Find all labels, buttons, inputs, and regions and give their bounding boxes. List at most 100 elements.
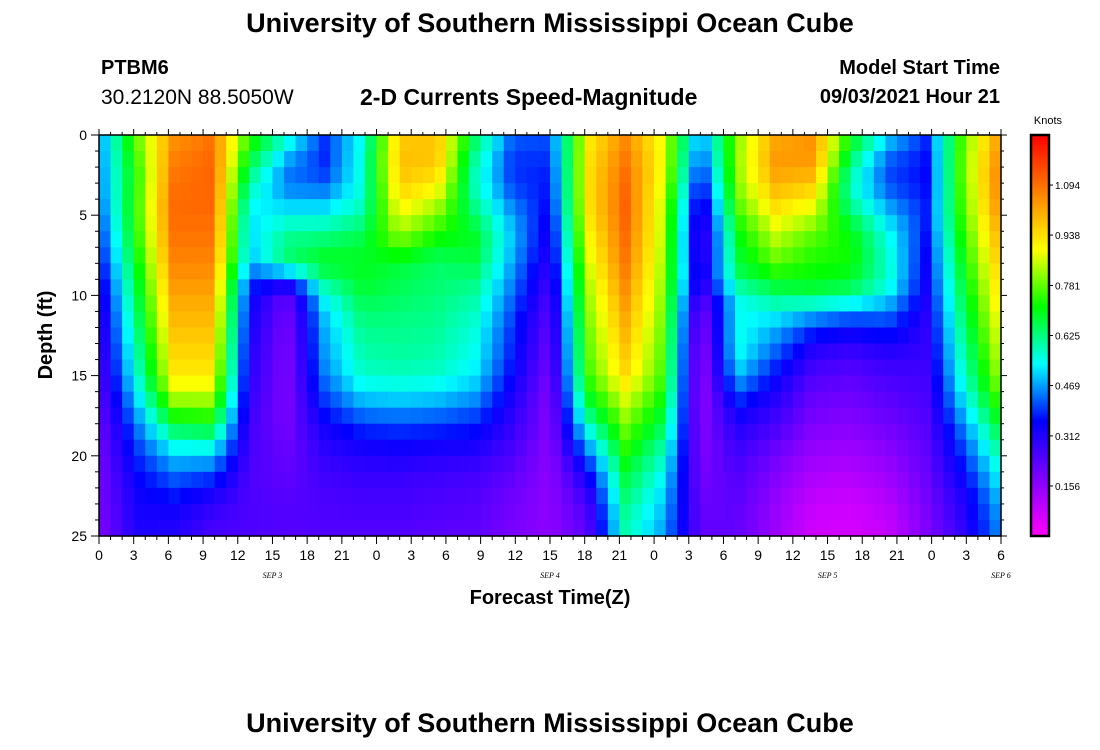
heatmap-cell xyxy=(862,423,875,441)
heatmap-cell xyxy=(677,247,690,264)
x-tick-label: 6 xyxy=(720,547,728,563)
heatmap-cell xyxy=(920,199,933,216)
heatmap-cell xyxy=(781,471,794,489)
heatmap-cell xyxy=(353,167,366,184)
heatmap-cell xyxy=(307,327,320,345)
heatmap-cell xyxy=(596,423,609,441)
heatmap-cell xyxy=(908,247,921,264)
heatmap-cell xyxy=(711,519,725,537)
heatmap-cell xyxy=(896,407,910,425)
page-title: University of Southern Mississippi Ocean… xyxy=(246,8,854,38)
heatmap-cell xyxy=(896,231,910,248)
heatmap-cell xyxy=(133,215,146,232)
heatmap-cell xyxy=(850,247,863,264)
heatmap-cell xyxy=(688,167,701,184)
heatmap-cell xyxy=(815,135,829,152)
heatmap-cell xyxy=(584,407,597,425)
heatmap-cell xyxy=(503,151,516,168)
heatmap-cell xyxy=(642,199,655,216)
heatmap-cell xyxy=(538,311,551,329)
heatmap-cell xyxy=(434,279,447,296)
heatmap-cell xyxy=(376,503,389,521)
heatmap-cell xyxy=(353,199,366,216)
heatmap-cell xyxy=(931,199,944,216)
heatmap-cell xyxy=(723,503,736,521)
heatmap-cell xyxy=(896,439,910,457)
heatmap-cell xyxy=(260,439,274,457)
heatmap-cell xyxy=(769,343,782,361)
heatmap-cell xyxy=(642,279,655,296)
heatmap-cell xyxy=(156,231,169,248)
heatmap-cell xyxy=(515,439,528,457)
heatmap-cell xyxy=(492,263,505,280)
heatmap-cell xyxy=(364,231,378,248)
heatmap-cell xyxy=(630,183,644,200)
heatmap-cell xyxy=(931,231,944,248)
heatmap-cell xyxy=(943,359,956,377)
heatmap-cell xyxy=(110,167,123,184)
heatmap-cell xyxy=(203,167,216,184)
heatmap-cell xyxy=(168,263,181,280)
heatmap-cell xyxy=(966,439,979,457)
heatmap-cell xyxy=(99,391,112,409)
heatmap-cell xyxy=(191,359,204,377)
heatmap-cell xyxy=(735,311,748,329)
heatmap-cell xyxy=(376,183,389,200)
heatmap-cell xyxy=(364,135,378,152)
heatmap-cell xyxy=(179,263,193,280)
heatmap-cell xyxy=(885,439,898,457)
heatmap-cell xyxy=(896,391,910,409)
heatmap-cell xyxy=(515,183,528,200)
heatmap-cell xyxy=(596,215,609,232)
heatmap-cell xyxy=(214,423,227,441)
heatmap-cell xyxy=(746,247,759,264)
heatmap-cell xyxy=(584,455,597,473)
heatmap-cell xyxy=(353,247,366,264)
heatmap-cell xyxy=(295,487,308,505)
heatmap-cell xyxy=(156,439,169,457)
heatmap-cell xyxy=(318,151,331,168)
heatmap-cell xyxy=(943,455,956,473)
heatmap-cell xyxy=(584,327,597,345)
heatmap-cell xyxy=(376,359,389,377)
y-tick-label: 10 xyxy=(71,287,87,303)
heatmap-cell xyxy=(596,471,609,489)
heatmap-cell xyxy=(619,167,632,184)
heatmap-cell xyxy=(943,487,956,505)
heatmap-cell xyxy=(954,343,967,361)
heatmap-cell xyxy=(873,295,886,313)
heatmap-cell xyxy=(110,279,123,296)
heatmap-cell xyxy=(677,439,690,457)
heatmap-cell xyxy=(735,295,748,313)
heatmap-cell xyxy=(145,183,158,200)
heatmap-cell xyxy=(781,135,794,152)
heatmap-cell xyxy=(330,295,343,313)
heatmap-cell xyxy=(931,407,944,425)
heatmap-cell xyxy=(573,199,586,216)
heatmap-cell xyxy=(434,311,447,329)
heatmap-cell xyxy=(989,455,1002,473)
heatmap-cell xyxy=(654,375,667,393)
heatmap-cell xyxy=(399,327,412,345)
heatmap-cell xyxy=(122,151,135,168)
heatmap-cell xyxy=(318,295,331,313)
heatmap-cell xyxy=(746,359,759,377)
heatmap-cell xyxy=(781,375,794,393)
heatmap-cell xyxy=(191,519,204,537)
heatmap-cell xyxy=(677,215,690,232)
heatmap-cell xyxy=(330,151,343,168)
heatmap-cell xyxy=(896,487,910,505)
heatmap-cell xyxy=(688,327,701,345)
heatmap-cell xyxy=(422,135,435,152)
heatmap-cell xyxy=(145,343,158,361)
heatmap-cell xyxy=(145,519,158,537)
heatmap-cell xyxy=(908,359,921,377)
heatmap-cell xyxy=(145,199,158,216)
heatmap-cell xyxy=(792,327,806,345)
heatmap-cell xyxy=(249,471,262,489)
heatmap-cell xyxy=(908,519,921,537)
heatmap-cell xyxy=(804,295,817,313)
heatmap-cell xyxy=(272,471,285,489)
heatmap-cell xyxy=(885,247,898,264)
heatmap-cell xyxy=(630,327,644,345)
